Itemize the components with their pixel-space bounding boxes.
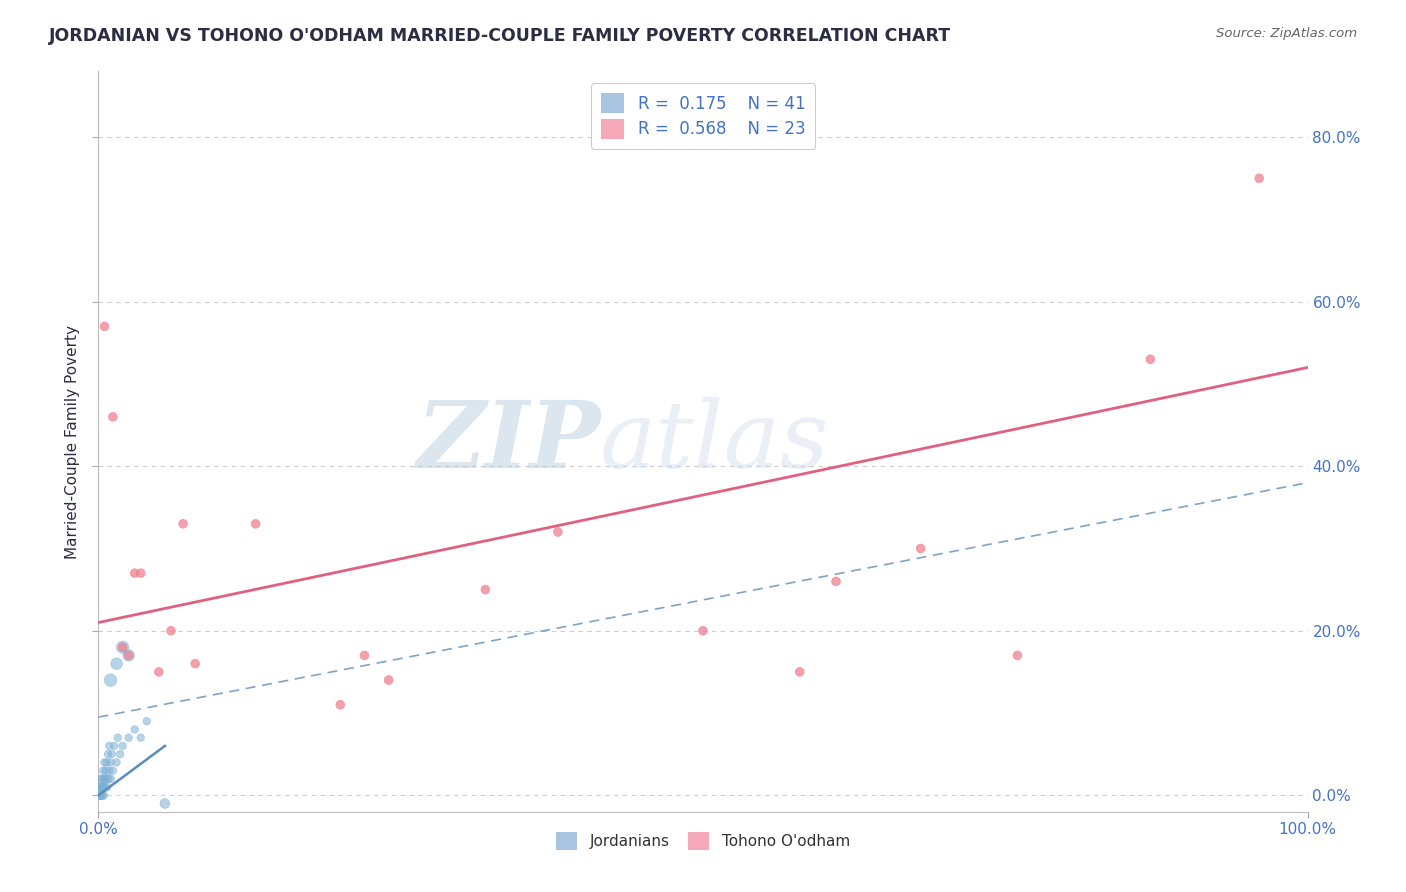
Point <box>100 747 122 761</box>
Point <box>105 756 128 770</box>
Point <box>1249 171 1271 186</box>
Point <box>107 731 129 745</box>
Point <box>89 789 111 803</box>
Point <box>108 747 131 761</box>
Point <box>1007 648 1029 663</box>
Point <box>98 739 121 753</box>
Text: JORDANIAN VS TOHONO O'ODHAM MARRIED-COUPLE FAMILY POVERTY CORRELATION CHART: JORDANIAN VS TOHONO O'ODHAM MARRIED-COUP… <box>49 27 952 45</box>
Point <box>153 797 176 811</box>
Point <box>118 648 141 663</box>
Point <box>100 673 122 687</box>
Point <box>118 648 141 663</box>
Point <box>98 764 121 778</box>
Point <box>91 780 114 794</box>
Point <box>87 789 110 803</box>
Text: ZIP: ZIP <box>416 397 600 486</box>
Point <box>129 731 152 745</box>
Point <box>91 764 114 778</box>
Point <box>103 739 125 753</box>
Point <box>93 756 115 770</box>
Point <box>148 665 170 679</box>
Point <box>94 764 117 778</box>
Point <box>789 665 811 679</box>
Point <box>135 714 157 729</box>
Point <box>97 747 120 761</box>
Point <box>111 640 134 655</box>
Point <box>91 772 114 786</box>
Point <box>377 673 399 687</box>
Point <box>90 772 112 786</box>
Point <box>101 764 124 778</box>
Point <box>105 657 128 671</box>
Point <box>96 780 118 794</box>
Point <box>90 789 112 803</box>
Point <box>100 756 122 770</box>
Point <box>124 566 146 581</box>
Point <box>91 789 114 803</box>
Point <box>245 516 267 531</box>
Point <box>118 731 141 745</box>
Point <box>129 566 152 581</box>
Point <box>91 789 114 803</box>
Point <box>124 723 146 737</box>
Point <box>93 772 115 786</box>
Point <box>100 772 122 786</box>
Point <box>474 582 496 597</box>
Point <box>111 640 134 655</box>
Legend: Jordanians, Tohono O'odham: Jordanians, Tohono O'odham <box>550 826 856 856</box>
Point <box>90 780 112 794</box>
Point <box>111 739 134 753</box>
Point <box>353 648 375 663</box>
Point <box>1139 352 1161 367</box>
Point <box>329 698 352 712</box>
Point <box>96 756 118 770</box>
Point <box>93 319 115 334</box>
Point <box>93 780 115 794</box>
Y-axis label: Married-Couple Family Poverty: Married-Couple Family Poverty <box>65 325 80 558</box>
Point <box>547 524 569 539</box>
Text: Source: ZipAtlas.com: Source: ZipAtlas.com <box>1216 27 1357 40</box>
Point <box>172 516 194 531</box>
Point <box>160 624 183 638</box>
Point <box>91 780 114 794</box>
Point <box>184 657 207 671</box>
Point <box>89 780 111 794</box>
Point <box>692 624 714 638</box>
Point <box>97 772 120 786</box>
Point <box>94 772 117 786</box>
Point <box>910 541 932 556</box>
Point <box>101 409 124 424</box>
Point <box>825 574 848 589</box>
Text: atlas: atlas <box>600 397 830 486</box>
